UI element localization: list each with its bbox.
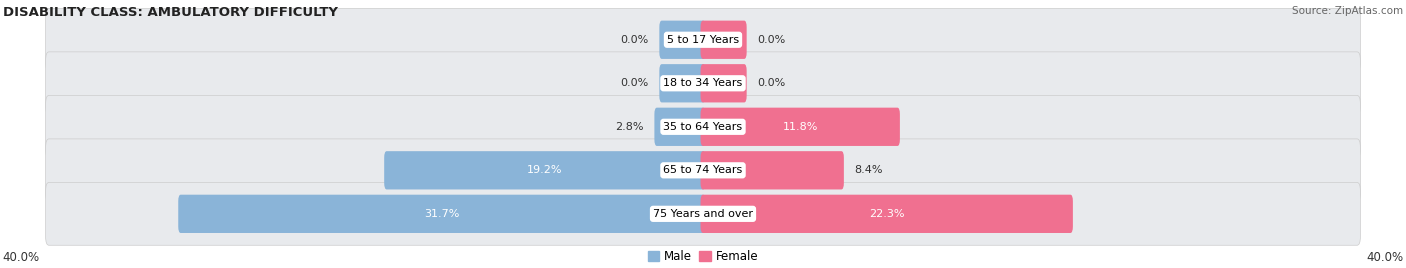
Legend: Male, Female: Male, Female: [648, 250, 758, 263]
FancyBboxPatch shape: [384, 151, 706, 189]
Text: 19.2%: 19.2%: [527, 165, 562, 175]
FancyBboxPatch shape: [659, 64, 706, 102]
Text: 0.0%: 0.0%: [758, 35, 786, 45]
Text: 5 to 17 Years: 5 to 17 Years: [666, 35, 740, 45]
Text: 8.4%: 8.4%: [855, 165, 883, 175]
Text: 75 Years and over: 75 Years and over: [652, 209, 754, 219]
Text: 22.3%: 22.3%: [869, 209, 904, 219]
FancyBboxPatch shape: [700, 151, 844, 189]
Text: 0.0%: 0.0%: [758, 78, 786, 88]
Text: 0.0%: 0.0%: [620, 35, 648, 45]
Text: 35 to 64 Years: 35 to 64 Years: [664, 122, 742, 132]
Text: Source: ZipAtlas.com: Source: ZipAtlas.com: [1292, 6, 1403, 16]
Text: 2.8%: 2.8%: [616, 122, 644, 132]
Text: 40.0%: 40.0%: [1367, 251, 1403, 264]
Text: 11.8%: 11.8%: [783, 122, 818, 132]
FancyBboxPatch shape: [45, 95, 1361, 158]
FancyBboxPatch shape: [179, 195, 706, 233]
FancyBboxPatch shape: [654, 108, 706, 146]
Text: 0.0%: 0.0%: [620, 78, 648, 88]
FancyBboxPatch shape: [45, 139, 1361, 202]
Text: 18 to 34 Years: 18 to 34 Years: [664, 78, 742, 88]
FancyBboxPatch shape: [659, 21, 706, 59]
FancyBboxPatch shape: [700, 195, 1073, 233]
FancyBboxPatch shape: [45, 183, 1361, 245]
FancyBboxPatch shape: [700, 108, 900, 146]
FancyBboxPatch shape: [700, 21, 747, 59]
Text: 40.0%: 40.0%: [3, 251, 39, 264]
Text: 65 to 74 Years: 65 to 74 Years: [664, 165, 742, 175]
Text: DISABILITY CLASS: AMBULATORY DIFFICULTY: DISABILITY CLASS: AMBULATORY DIFFICULTY: [3, 6, 337, 19]
Text: 31.7%: 31.7%: [425, 209, 460, 219]
FancyBboxPatch shape: [45, 8, 1361, 71]
FancyBboxPatch shape: [700, 64, 747, 102]
FancyBboxPatch shape: [45, 52, 1361, 115]
